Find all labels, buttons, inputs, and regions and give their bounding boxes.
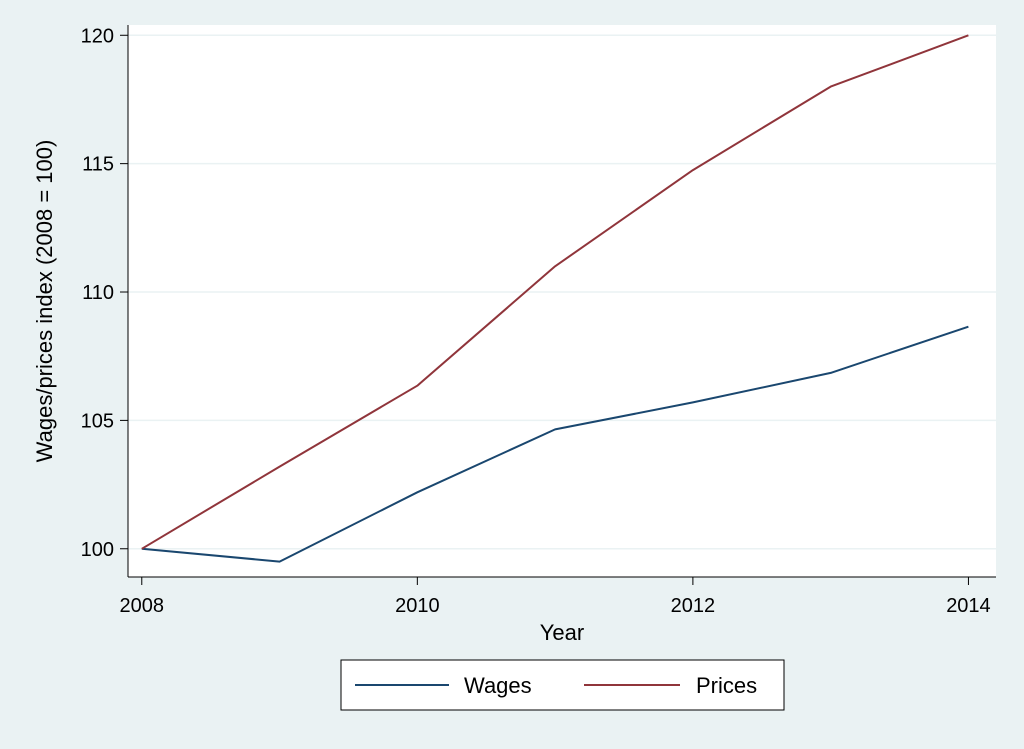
x-axis-label: Year: [540, 620, 584, 645]
y-tick-label-110: 110: [82, 282, 114, 304]
y-tick-label-100: 100: [81, 539, 114, 561]
axes: 100 105 110 115 120 2008 2010 2012 2014: [81, 25, 996, 617]
legend-label-prices: Prices: [696, 673, 757, 698]
x-tick-label-2012: 2012: [671, 595, 716, 617]
legend-label-wages: Wages: [464, 673, 532, 698]
y-tick-label-115: 115: [82, 154, 114, 176]
gridlines: [128, 34, 996, 550]
y-tick-label-120: 120: [81, 25, 114, 47]
series-line-prices: [141, 34, 969, 550]
y-tick-label-105: 105: [81, 410, 114, 432]
legend: Wages Prices: [340, 659, 785, 711]
x-tick-label-2008: 2008: [120, 595, 165, 617]
plot-area: [128, 25, 996, 577]
series-lines: [141, 34, 969, 563]
series-line-wages: [141, 325, 969, 563]
x-tick-label-2010: 2010: [395, 595, 440, 617]
y-axis-label: Wages/prices index (2008 = 100): [32, 140, 57, 463]
x-tick-label-2014: 2014: [946, 595, 991, 617]
